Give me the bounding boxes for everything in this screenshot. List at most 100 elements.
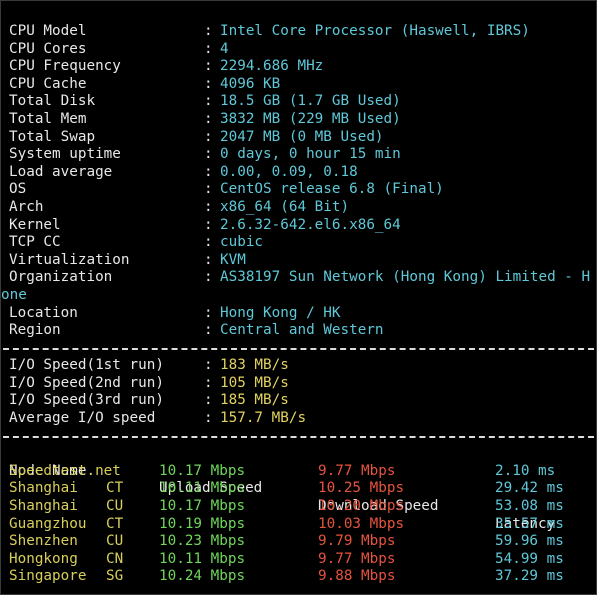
info-value-wrap: one xyxy=(1,286,27,303)
download-speed: 10.03 Mbps xyxy=(318,515,405,532)
info-row: System uptime:0 days, 0 hour 15 min xyxy=(1,146,596,164)
table-row: Guangzhou CT 10.19 Mbps 10.03 Mbps 35.57 ms xyxy=(1,516,596,534)
node-name: Speedtest.net xyxy=(9,462,121,479)
info-row: Virtualization: KVM xyxy=(1,252,596,270)
info-value: 0.00, 0.09, 0.18 xyxy=(220,163,358,180)
node-isp: CT xyxy=(106,480,124,497)
info-row: Load average:0.00, 0.09, 0.18 xyxy=(1,164,596,182)
upload-speed: 10.19 Mbps xyxy=(159,515,246,532)
dashed-divider xyxy=(1,428,596,446)
node-name: Guangzhou xyxy=(9,515,87,532)
info-value: 2294.686 MHz xyxy=(220,58,324,75)
info-label: Organization xyxy=(9,269,113,286)
separator: : xyxy=(204,374,213,391)
separator: : xyxy=(204,75,213,92)
info-value: Central and Western xyxy=(220,322,384,339)
node-isp: CU xyxy=(106,498,124,515)
latency: 2.10 ms xyxy=(495,462,556,479)
latency: 59.96 ms xyxy=(495,533,564,550)
separator: : xyxy=(204,23,213,39)
info-value: AS38197 Sun Network (Hong Kong) Limited … xyxy=(220,269,591,286)
upload-speed: 10.17 Mbps xyxy=(159,462,246,479)
info-value: 4 xyxy=(220,40,229,57)
download-speed: 10.20 Mbps xyxy=(318,498,405,515)
info-row: CPU Frequency:2294.686 MHz xyxy=(1,58,596,76)
latency: 29.42 ms xyxy=(495,480,564,497)
io-value: 183 MB/s xyxy=(220,357,289,374)
io-label: I/O Speed(2nd run) xyxy=(9,374,164,391)
upload-speed: 10.17 Mbps xyxy=(159,498,246,515)
info-row: Total Swap:2047 MB (0 MB Used) xyxy=(1,129,596,147)
separator: : xyxy=(204,392,213,409)
info-row: CPU Cache:4096 KB xyxy=(1,76,596,94)
info-label: Load average xyxy=(9,163,113,180)
latency: 37.29 ms xyxy=(495,568,564,585)
header-node-name: Node Name xyxy=(9,462,87,479)
separator: : xyxy=(204,146,213,163)
io-row: I/O Speed(2nd run):105 MB/s xyxy=(1,375,596,393)
upload-speed: 10.24 Mbps xyxy=(159,568,246,585)
system-info-section: CPU Model: Intel Core Processor (Haswell,… xyxy=(1,1,596,340)
header-download-speed: Download Speed xyxy=(318,498,439,515)
separator: : xyxy=(204,181,213,198)
info-row: Arch: x86_64 (64 Bit) xyxy=(1,199,596,217)
speedtest-table: Node Name Upload Speed Download Speed La… xyxy=(1,445,596,586)
upload-speed: 10.11 Mbps xyxy=(159,550,246,567)
info-value: 0 days, 0 hour 15 min xyxy=(220,146,401,163)
info-label: Location xyxy=(9,304,78,321)
dashed-divider xyxy=(1,340,596,358)
header-upload-speed: Upload Speed xyxy=(159,480,263,497)
info-label: Region xyxy=(9,322,61,339)
node-isp: SG xyxy=(106,568,124,585)
separator: : xyxy=(204,234,213,251)
download-speed: 9.77 Mbps xyxy=(318,462,396,479)
info-value: x86_64 (64 Bit) xyxy=(220,198,350,215)
io-speed-section: I/O Speed(1st run):183 MB/s I/O Speed(2n… xyxy=(1,357,596,427)
info-value: 4096 KB xyxy=(220,75,281,92)
table-row: Shanghai CU 10.17 Mbps 10.20 Mbps 53.08 ms xyxy=(1,498,596,516)
node-name: Shenzhen xyxy=(9,533,78,550)
io-value: 105 MB/s xyxy=(220,374,289,391)
separator: : xyxy=(204,269,213,286)
io-row: Average I/O speed:157.7 MB/s xyxy=(1,410,596,428)
info-value: 2.6.32-642.el6.x86_64 xyxy=(220,216,401,233)
io-value: 185 MB/s xyxy=(220,392,289,409)
info-value: Hong Kong / HK xyxy=(220,304,341,321)
node-isp: CU xyxy=(106,533,124,550)
io-label: Average I/O speed xyxy=(9,410,156,427)
separator: : xyxy=(204,322,213,339)
info-row: OS: CentOS release 6.8 (Final) xyxy=(1,181,596,199)
separator: : xyxy=(204,198,213,215)
node-isp: CT xyxy=(106,515,124,532)
io-label: I/O Speed(3rd run) xyxy=(9,392,164,409)
info-row: Region: Central and Western xyxy=(1,322,596,340)
table-row: Hongkong CN 10.11 Mbps 9.77 Mbps 54.99 ms xyxy=(1,551,596,569)
node-name: Shanghai xyxy=(9,498,78,515)
separator: : xyxy=(204,251,213,268)
info-value: CentOS release 6.8 (Final) xyxy=(220,181,444,198)
table-header: Node Name Upload Speed Download Speed La… xyxy=(1,445,596,532)
info-value: 2047 MB (0 MB Used) xyxy=(220,128,384,145)
download-speed: 9.77 Mbps xyxy=(318,550,396,567)
io-value: 157.7 MB/s xyxy=(220,410,307,427)
info-label: CPU Cache xyxy=(9,75,87,92)
info-row: Organization: AS38197 Sun Network (Hong K… xyxy=(1,269,596,287)
info-label: CPU Model xyxy=(9,23,87,39)
info-row: Kernel:2.6.32-642.el6.x86_64 xyxy=(1,217,596,235)
info-label: OS xyxy=(9,181,27,198)
download-speed: 9.79 Mbps xyxy=(318,533,396,550)
separator: : xyxy=(204,216,213,233)
info-label: Arch xyxy=(9,198,44,215)
info-value: 3832 MB (229 MB Used) xyxy=(220,110,401,127)
upload-speed: 10.23 Mbps xyxy=(159,533,246,550)
info-value: KVM xyxy=(220,251,246,268)
info-row-wrap: one xyxy=(1,287,596,305)
info-row: Total Mem:3832 MB (229 MB Used) xyxy=(1,111,596,129)
separator: : xyxy=(204,304,213,321)
info-row: CPU Cores:4 xyxy=(1,41,596,59)
info-row: CPU Model: Intel Core Processor (Haswell,… xyxy=(1,23,596,41)
separator: : xyxy=(204,40,213,57)
info-row: TCP CC: cubic xyxy=(1,234,596,252)
io-row: I/O Speed(1st run):183 MB/s xyxy=(1,357,596,375)
